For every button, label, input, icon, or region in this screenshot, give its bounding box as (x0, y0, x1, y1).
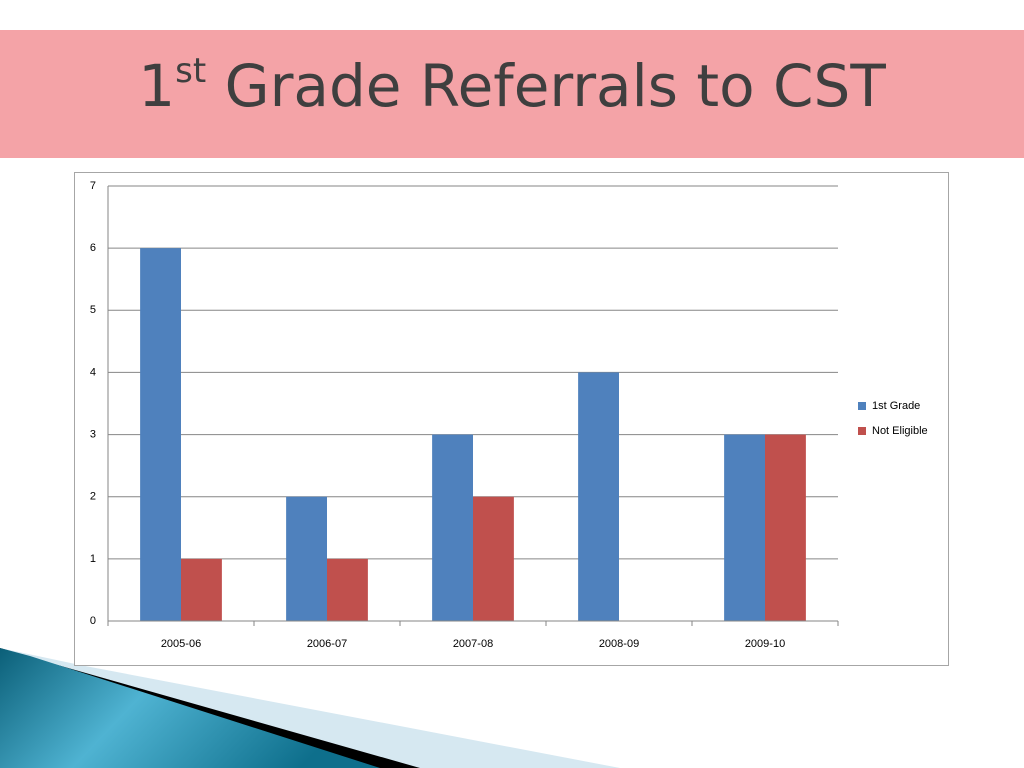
title-number: 1 (138, 52, 175, 120)
legend-swatch (858, 427, 866, 435)
x-tick-label: 2009-10 (745, 638, 785, 650)
title-rest: Grade Referrals to CST (206, 52, 886, 120)
y-tick-label: 4 (90, 366, 96, 378)
y-tick-label: 1 (90, 553, 96, 565)
decor-teal (0, 648, 380, 768)
slide-title: 1st Grade Referrals to CST (138, 51, 886, 121)
x-tick-label: 2005-06 (161, 638, 201, 650)
bar (432, 434, 473, 621)
bar (286, 496, 327, 621)
legend-swatch (858, 402, 866, 410)
x-tick-label: 2006-07 (307, 638, 347, 650)
bar (181, 558, 222, 621)
bar (140, 248, 181, 621)
title-superscript: st (175, 51, 206, 91)
legend-label: Not Eligible (872, 425, 928, 437)
legend-label: 1st Grade (872, 400, 920, 412)
x-tick-label: 2007-08 (453, 638, 493, 650)
y-tick-label: 2 (90, 491, 96, 503)
bar (473, 496, 514, 621)
y-tick-label: 6 (90, 242, 96, 254)
x-tick-label: 2008-09 (599, 638, 639, 650)
title-band (0, 30, 1024, 158)
bar (765, 434, 806, 621)
y-tick-label: 3 (90, 428, 96, 440)
bar (327, 558, 368, 621)
bar (724, 434, 765, 621)
y-tick-label: 5 (90, 304, 96, 316)
y-tick-label: 0 (90, 615, 96, 627)
y-tick-label: 7 (90, 180, 96, 192)
plot-area: 0 1 2 3 4 5 6 7 2005-06 2006-07 2007-08 2008-09 2009… (90, 180, 928, 650)
bar (578, 372, 619, 621)
